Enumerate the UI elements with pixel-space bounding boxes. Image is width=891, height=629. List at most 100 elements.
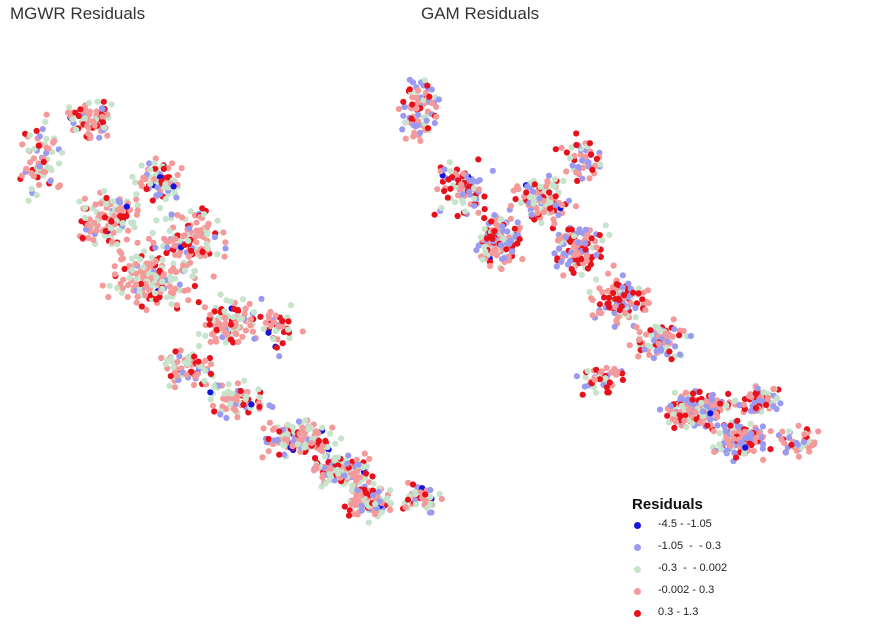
residual-point — [573, 169, 580, 176]
legend-item: -0.3 - - 0.002 — [632, 561, 727, 583]
residual-point — [153, 192, 160, 199]
residual-point — [191, 282, 198, 290]
residual-point — [597, 161, 604, 168]
residual-point — [111, 271, 119, 278]
residual-point — [185, 253, 192, 260]
residual-point — [526, 194, 534, 201]
residual-point — [322, 480, 329, 487]
residual-point — [211, 408, 218, 415]
residual-point — [185, 286, 192, 294]
residual-point — [366, 455, 373, 462]
residual-point — [722, 428, 729, 435]
residual-point — [573, 130, 580, 137]
residual-point — [306, 423, 313, 431]
residual-point — [676, 351, 684, 358]
residual-point — [670, 411, 677, 418]
residual-point — [499, 223, 506, 230]
residual-point — [759, 445, 767, 452]
residual-point — [132, 260, 139, 268]
residual-point — [786, 428, 793, 435]
residual-point — [477, 234, 484, 241]
residual-point — [779, 428, 786, 435]
residual-point — [655, 340, 662, 347]
residual-point — [355, 461, 362, 468]
residual-point — [704, 422, 711, 429]
residual-point — [507, 202, 514, 209]
residual-point — [431, 211, 438, 218]
residual-point — [99, 282, 106, 289]
residual-point — [349, 486, 356, 493]
residual-point — [423, 117, 430, 124]
residual-point — [204, 245, 211, 252]
residual-point — [747, 420, 754, 427]
residual-point — [576, 226, 583, 233]
residual-point — [22, 130, 29, 137]
residual-point — [733, 454, 740, 461]
residual-point — [319, 442, 326, 449]
residual-point — [174, 358, 181, 365]
residual-point — [195, 330, 202, 338]
residual-point — [133, 191, 140, 198]
residual-point — [685, 406, 693, 413]
residual-point — [230, 405, 237, 412]
residual-point — [207, 396, 214, 403]
residual-point — [611, 309, 618, 316]
legend-swatch — [634, 588, 641, 595]
residual-point — [209, 402, 217, 409]
residual-point — [163, 249, 170, 257]
residual-point — [378, 509, 385, 516]
residual-point — [426, 93, 433, 100]
residual-point — [166, 382, 173, 390]
legend-title: Residuals — [632, 496, 703, 513]
residual-point — [79, 234, 86, 241]
residual-point — [542, 183, 550, 190]
residual-point — [186, 225, 193, 232]
residual-point — [170, 236, 177, 243]
residual-point — [489, 235, 496, 242]
residual-point — [806, 448, 813, 455]
residual-point — [424, 125, 432, 132]
residual-point — [207, 389, 214, 396]
residual-point — [97, 200, 104, 207]
residual-point — [106, 282, 113, 289]
residual-point — [552, 193, 559, 200]
residual-point — [345, 452, 352, 459]
residual-point — [103, 201, 110, 208]
residual-point — [611, 323, 618, 330]
residual-point — [137, 256, 144, 263]
residual-point — [36, 163, 43, 170]
residual-point — [585, 159, 592, 166]
residual-point — [699, 408, 706, 415]
residual-point — [498, 266, 505, 273]
residual-point — [603, 384, 611, 391]
residual-point — [558, 144, 565, 151]
residual-point — [18, 172, 26, 179]
residual-point — [438, 496, 445, 503]
residual-point — [201, 304, 209, 311]
residual-point — [279, 340, 286, 347]
residual-point — [582, 226, 590, 233]
residual-point — [276, 451, 283, 458]
residual-point — [767, 446, 774, 453]
residual-point — [470, 185, 478, 192]
residual-point — [236, 315, 243, 322]
residual-point — [311, 455, 319, 462]
residual-point — [93, 111, 100, 118]
residual-point — [81, 195, 88, 202]
residual-point — [582, 240, 589, 247]
residual-point — [66, 104, 73, 111]
residual-point — [781, 439, 788, 447]
residual-point — [142, 176, 149, 183]
residual-point — [593, 155, 601, 163]
residual-point — [395, 105, 402, 113]
residual-point — [266, 419, 273, 426]
residual-point — [227, 400, 234, 407]
residual-point — [788, 441, 795, 448]
residual-point — [100, 98, 107, 105]
residual-point — [76, 198, 83, 205]
residual-point — [187, 208, 194, 215]
residual-point — [794, 441, 801, 448]
residual-point — [531, 181, 539, 188]
residual-point — [341, 503, 348, 510]
residual-point — [725, 438, 732, 445]
